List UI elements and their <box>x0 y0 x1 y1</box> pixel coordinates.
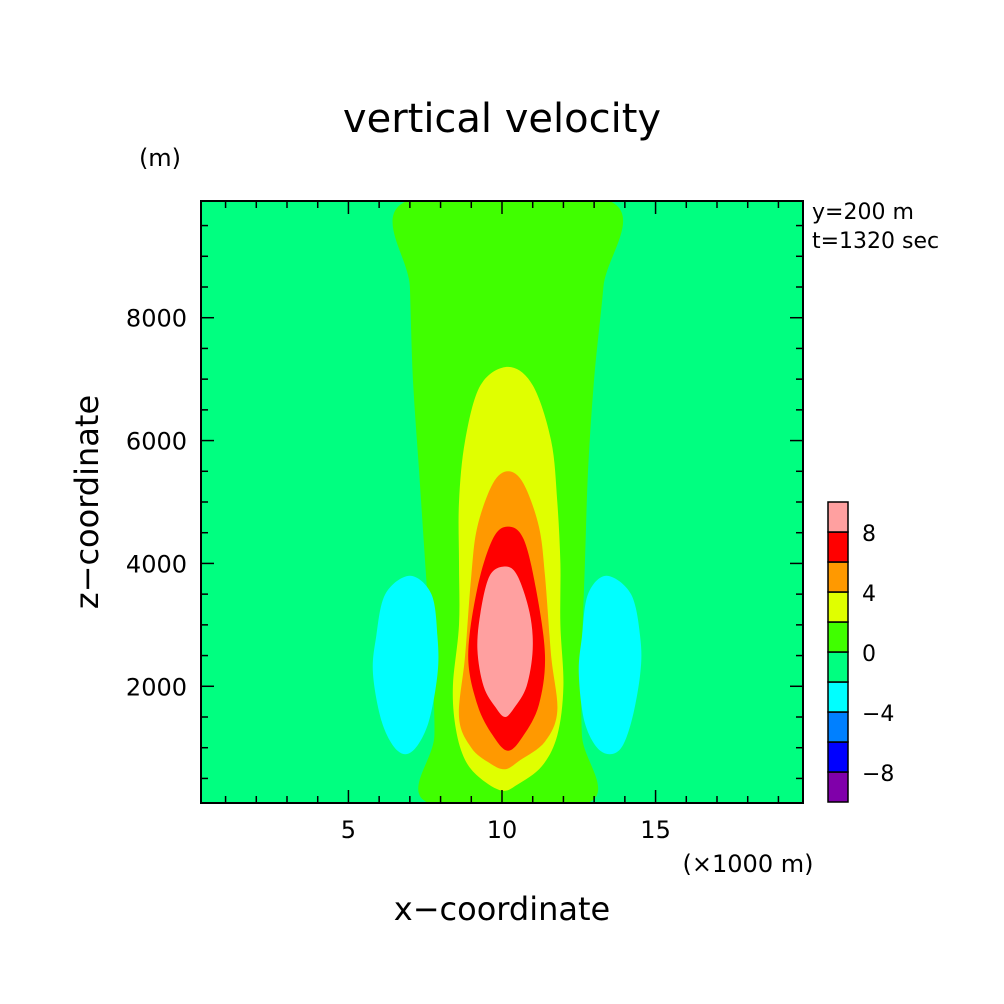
y-tick-label: 2000 <box>126 673 187 701</box>
y-unit-label: (m) <box>139 144 181 172</box>
y-tick-label: 4000 <box>126 550 187 578</box>
x-axis-title: x−coordinate <box>394 890 610 928</box>
colorbar-swatch <box>827 591 849 623</box>
colorbar-swatch <box>827 501 849 533</box>
plot-ticks <box>201 201 803 803</box>
chart-title: vertical velocity <box>343 96 661 142</box>
colorbar-swatch <box>827 681 849 713</box>
colorbar-swatch <box>827 651 849 683</box>
contour-region-5 <box>372 575 439 755</box>
annotation-time: t=1320 sec <box>812 229 939 254</box>
x-tick-label: 10 <box>487 816 518 844</box>
colorbar-tick-label: 4 <box>862 582 876 607</box>
x-tick-labels: 5 10 15 <box>341 816 671 844</box>
colorbar-swatch <box>827 531 849 563</box>
contour-regions <box>372 201 642 803</box>
x-unit-label: (×1000 m) <box>683 850 814 878</box>
colorbar-tick-label: −8 <box>862 762 894 787</box>
x-tick-label: 5 <box>341 816 356 844</box>
colorbar-swatch <box>827 771 849 803</box>
colorbar-tick-label: 8 <box>862 522 876 547</box>
annotation-y-position: y=200 m <box>812 200 914 225</box>
colorbar: −8 −4 0 4 8 <box>827 501 894 803</box>
colorbar-tick-label: −4 <box>862 702 894 727</box>
contour-region-6 <box>578 575 642 755</box>
colorbar-swatch <box>827 561 849 593</box>
y-tick-label: 6000 <box>126 428 187 456</box>
colorbar-tick-label: 0 <box>862 642 876 667</box>
x-tick-label: 15 <box>640 816 671 844</box>
contour-region-4 <box>477 566 533 717</box>
plot-frame <box>200 200 804 804</box>
colorbar-swatch <box>827 711 849 743</box>
colorbar-swatch <box>827 741 849 773</box>
y-tick-labels: 2000 4000 6000 8000 <box>126 305 187 702</box>
y-axis-title: z−coordinate <box>68 395 106 609</box>
colorbar-swatch <box>827 621 849 653</box>
y-tick-label: 8000 <box>126 305 187 333</box>
